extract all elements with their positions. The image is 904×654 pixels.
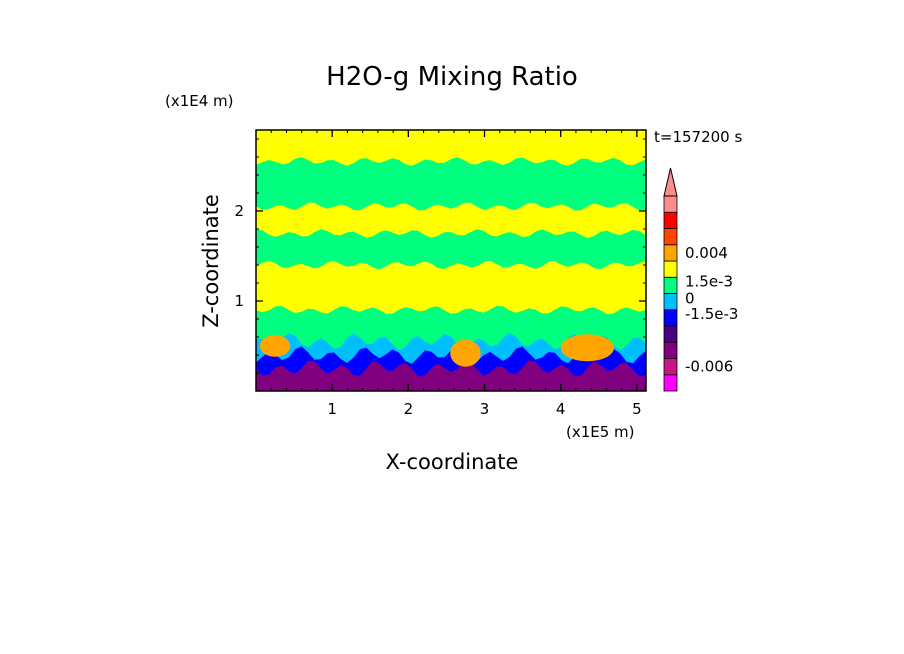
y-axis: 12	[234, 138, 646, 374]
colorbar-segment	[663, 276, 678, 294]
colorbar: -0.006 -1.5e-301.5e-3 0.004	[663, 167, 738, 392]
x-tick-label: 3	[480, 400, 490, 418]
x-tick-label: 4	[556, 400, 566, 418]
colorbar-label: 1.5e-3	[685, 272, 733, 290]
x-tick-label: 2	[404, 400, 414, 418]
contour-band-0	[256, 360, 646, 391]
x-unit-label: (x1E5 m)	[566, 423, 635, 441]
y-tick-label: 2	[234, 202, 244, 220]
colorbar-segment	[663, 293, 678, 311]
colorbar-segment	[663, 260, 678, 278]
y-axis-label: Z-coordinate	[199, 194, 223, 328]
plot-fill	[256, 130, 646, 391]
plot-frame	[255, 129, 647, 392]
chart-title: H2O-g Mixing Ratio	[326, 62, 578, 92]
y-unit-label: (x1E4 m)	[165, 92, 234, 110]
y-tick-label: 1	[234, 292, 244, 310]
colorbar-segment	[663, 358, 678, 376]
colorbar-label: 0	[685, 289, 695, 307]
colorbar-segment	[663, 374, 678, 392]
colorbar-extend-arrow	[663, 167, 678, 197]
time-label: t=157200 s	[654, 128, 742, 146]
colorbar-label: 0.004	[685, 244, 728, 262]
colorbar-segment	[663, 309, 678, 327]
contour-blob-1	[560, 334, 615, 362]
colorbar-label: -0.006	[685, 358, 733, 376]
colorbar-segment	[663, 325, 678, 343]
colorbar-segment	[663, 211, 678, 229]
x-tick-label: 1	[327, 400, 337, 418]
contour-blob-0	[450, 339, 481, 367]
contour-blob-2	[259, 335, 291, 357]
x-axis-label: X-coordinate	[386, 450, 519, 474]
x-tick-label: 5	[632, 400, 642, 418]
colorbar-segment	[663, 195, 678, 213]
colorbar-label: -1.5e-3	[685, 305, 738, 323]
colorbar-segment	[663, 244, 678, 262]
colorbar-segment	[663, 341, 678, 359]
x-axis: 1 2 3 4 5	[270, 130, 642, 418]
colorbar-segment	[663, 228, 678, 246]
